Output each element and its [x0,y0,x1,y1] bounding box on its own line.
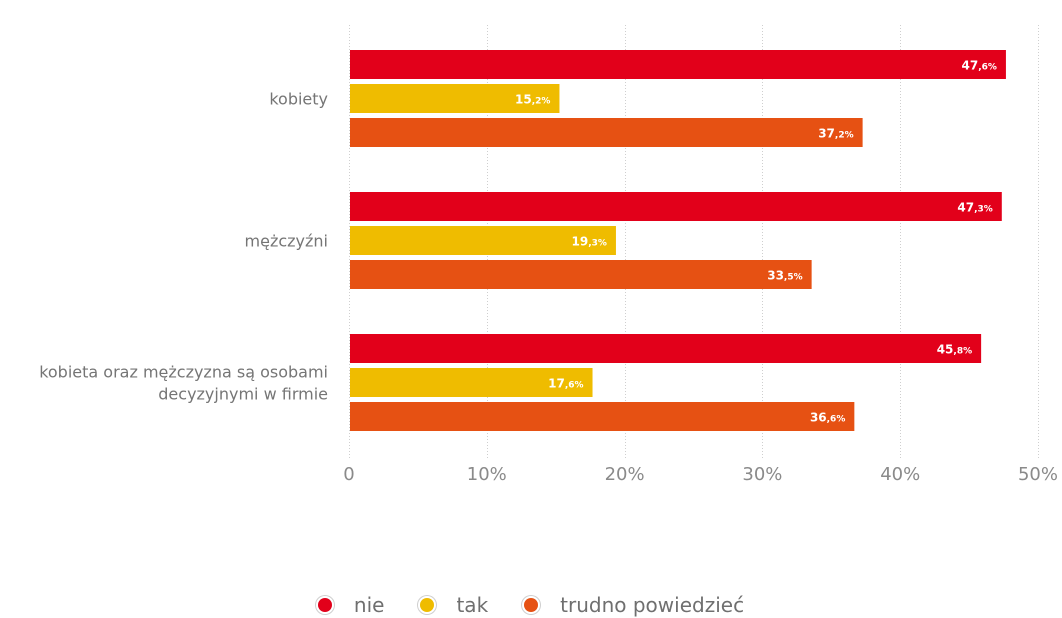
data-label: 37,2% [818,127,853,141]
category-label: kobieta oraz mężczyzna są osobami [39,363,328,382]
legend-item: trudno powiedzieć [524,593,744,617]
legend-item: nie [317,593,385,617]
data-label: 36,6% [810,411,845,425]
x-tick-label: 50% [1018,464,1058,485]
data-label: 47,6% [962,59,997,73]
bar-2-2 [350,402,855,431]
bar-1-2 [350,260,812,289]
x-tick-label: 30% [742,464,782,485]
bar-2-0 [350,334,982,363]
legend-label: trudno powiedzieć [560,593,745,617]
x-tick-label: 20% [605,464,645,485]
category-label: mężczyźni [245,232,328,251]
legend-marker [524,598,539,612]
bar-0-0 [350,50,1006,79]
data-label: 45,8% [937,343,972,357]
data-label: 19,3% [572,235,607,249]
data-label: 33,5% [767,269,802,283]
data-label: 47,3% [957,201,992,215]
bar-0-2 [350,118,863,147]
bar-1-0 [350,192,1002,221]
bar-2-1 [350,368,593,397]
legend-marker [317,598,332,612]
data-label: 15,2% [515,93,550,107]
legend-marker [420,598,435,612]
x-tick-label: 0 [343,464,354,485]
bar-chart: 0 10% 20% 30% 40% 50% 47,6% 15,2% 37,2% kobiety 47… [39,25,1058,485]
bar-0-1 [350,84,560,113]
legend-item: tak [420,593,488,617]
data-label: 17,6% [548,377,583,391]
legend-label: tak [456,593,489,617]
category-label: decyzyjnymi w firmie [158,385,328,404]
legend-label: nie [353,593,385,617]
legend: nie tak trudno powiedzieć [0,592,1062,618]
category-label: kobiety [269,90,328,109]
x-tick-label: 40% [880,464,920,485]
x-tick-label: 10% [467,464,507,485]
bar-1-1 [350,226,616,255]
